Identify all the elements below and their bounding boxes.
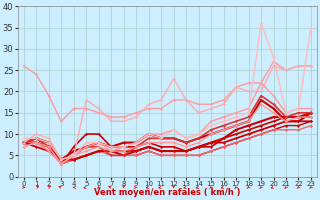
X-axis label: Vent moyen/en rafales ( km/h ): Vent moyen/en rafales ( km/h ) (94, 188, 241, 197)
